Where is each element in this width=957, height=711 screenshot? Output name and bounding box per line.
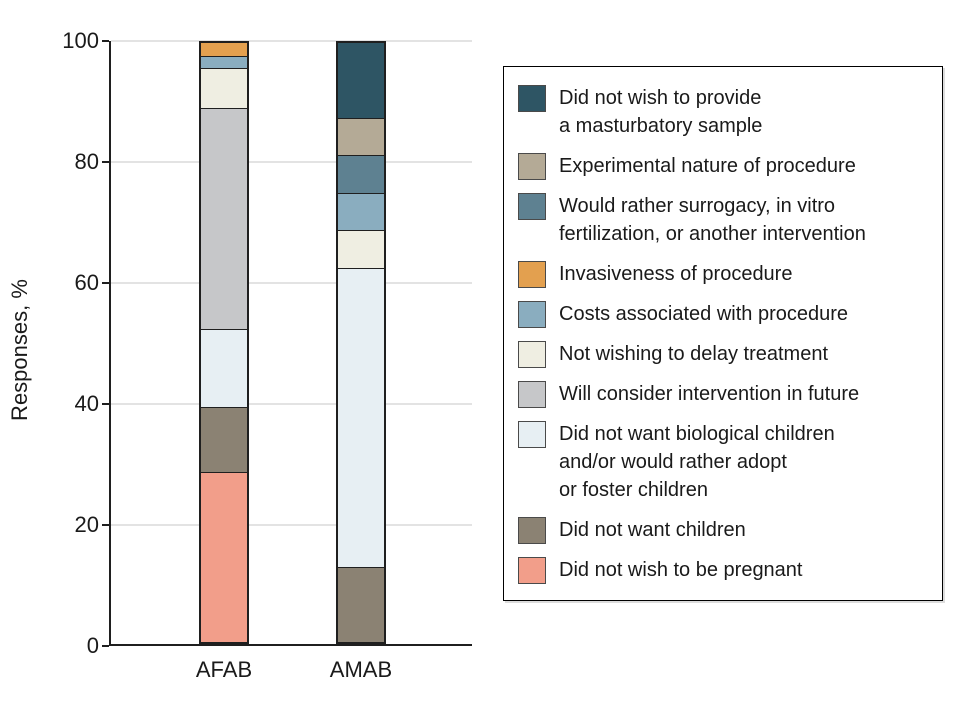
legend: Did not wish to provide a masturbatory sa… (503, 66, 943, 601)
y-tick-20 (102, 524, 109, 526)
legend-label-line: Did not want biological children (559, 423, 835, 445)
y-axis-title: Responses, % (7, 279, 32, 421)
legend-label: Not wishing to delay treatment (559, 340, 828, 368)
legend-item: Experimental nature of procedure (518, 152, 928, 180)
bar-segment (337, 267, 384, 568)
legend-label-line: Not wishing to delay treatment (559, 343, 829, 365)
bar-amab (335, 41, 386, 644)
legend-label-line: and/or would rather adopt (559, 451, 787, 473)
legend-swatch (518, 85, 546, 112)
legend-label: Did not want biological children and/or w… (559, 420, 835, 504)
y-tick-100 (102, 40, 109, 42)
legend-item: Would rather surrogacy, in vitro fertiliz… (518, 192, 928, 248)
legend-label-line: a masturbatory sample (559, 115, 763, 137)
bar-segment (201, 55, 247, 69)
legend-item: Costs associated with procedure (518, 300, 928, 328)
legend-label-line: Would rather surrogacy, in vitro (559, 195, 836, 217)
legend-label-line: Costs associated with procedure (559, 303, 849, 325)
legend-swatch (518, 421, 546, 448)
legend-item: Will consider intervention in future (518, 380, 928, 408)
legend-label-line: Did not wish to be pregnant (559, 559, 803, 581)
y-tick-label-40: 40 (74, 391, 99, 416)
x-category-label-amab: AMAB (329, 657, 393, 682)
legend-swatch (518, 341, 546, 368)
legend-label: Experimental nature of procedure (559, 152, 856, 180)
legend-item: Not wishing to delay treatment (518, 340, 928, 368)
bar-segment (337, 192, 384, 231)
bar-segment (201, 43, 247, 56)
legend-label: Will consider intervention in future (559, 380, 859, 408)
bar-segment (337, 155, 384, 193)
y-tick-label-20: 20 (74, 512, 99, 537)
legend-label-line: Did not wish to provide (559, 87, 762, 109)
y-tick-label-0: 0 (86, 633, 99, 658)
y-tick-60 (102, 282, 109, 284)
y-tick-0 (102, 645, 109, 647)
legend-label: Did not wish to provide a masturbatory sa… (559, 84, 762, 140)
legend-label: Costs associated with procedure (559, 300, 848, 328)
legend-label: Would rather surrogacy, in vitro fertiliz… (559, 192, 866, 248)
legend-swatch (518, 381, 546, 408)
legend-label-line: or foster children (559, 479, 708, 501)
bar-segment (337, 230, 384, 268)
bar-segment (337, 43, 384, 118)
gridline-60 (111, 282, 472, 284)
legend-swatch (518, 193, 546, 220)
y-tick-label-100: 100 (62, 28, 99, 53)
bar-segment (337, 117, 384, 156)
legend-label-line: Did not want children (559, 519, 746, 541)
legend-swatch (518, 153, 546, 180)
bar-segment (337, 567, 384, 642)
legend-label-line: Will consider intervention in future (559, 383, 860, 405)
legend-swatch (518, 517, 546, 544)
legend-label-line: fertilization, or another intervention (559, 223, 866, 245)
gridline-80 (111, 161, 472, 163)
bar-segment (201, 68, 247, 108)
y-tick-label-60: 60 (74, 270, 99, 295)
x-category-label-afab: AFAB (195, 657, 253, 682)
gridline-100 (111, 40, 472, 42)
bar-segment (201, 472, 247, 642)
y-tick-label-80: 80 (74, 149, 99, 174)
legend-label-line: Invasiveness of procedure (559, 263, 793, 285)
legend-item: Did not want children (518, 516, 928, 544)
legend-label: Did not want children (559, 516, 746, 544)
legend-label: Invasiveness of procedure (559, 260, 792, 288)
legend-swatch (518, 301, 546, 328)
bar-segment (201, 329, 247, 408)
gridline-20 (111, 524, 472, 526)
legend-swatch (518, 261, 546, 288)
legend-label-line: Experimental nature of procedure (559, 155, 856, 177)
gridline-40 (111, 403, 472, 405)
y-tick-80 (102, 161, 109, 163)
legend-item: Did not wish to provide a masturbatory sa… (518, 84, 928, 140)
legend-item: Did not wish to be pregnant (518, 556, 928, 584)
legend-item: Did not want biological children and/or w… (518, 420, 928, 504)
y-tick-40 (102, 403, 109, 405)
plot-area: 0 20 40 60 80 100 AFAB AMAB (62, 30, 472, 682)
legend-item: Invasiveness of procedure (518, 260, 928, 288)
legend-label: Did not wish to be pregnant (559, 556, 803, 584)
legend-swatch (518, 557, 546, 584)
bar-segment (201, 407, 247, 473)
bar-afab (199, 41, 249, 644)
bar-segment (201, 107, 247, 330)
